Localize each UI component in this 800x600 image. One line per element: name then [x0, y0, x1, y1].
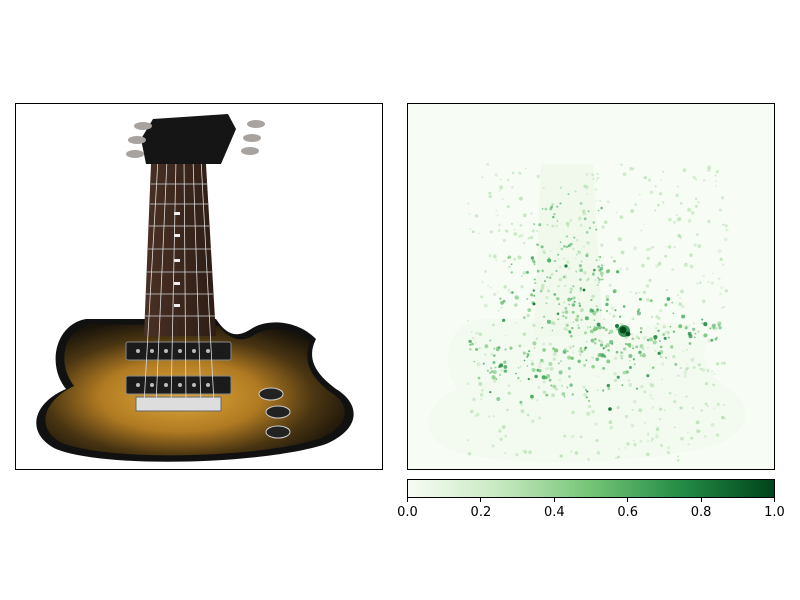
guitar-neck: [144, 164, 216, 336]
saliency-heatmap: [408, 104, 774, 469]
colorbar-tick: [407, 498, 408, 502]
colorbar-tick-label: 0.6: [617, 505, 639, 520]
colorbar-tick: [480, 498, 482, 502]
tone-knob: [265, 405, 291, 419]
colorbar-tick: [553, 498, 555, 502]
selector-knob: [265, 425, 291, 439]
colorbar-tick-label: 0.8: [690, 505, 712, 520]
saliency-map-panel: [407, 103, 775, 470]
colorbar-tick-label: 0.2: [470, 505, 492, 520]
volume-knob: [258, 387, 284, 401]
input-image-panel: [15, 103, 383, 470]
colorbar-tick: [700, 498, 702, 502]
colorbar-tick-label: 0.4: [543, 505, 565, 520]
colorbar: [407, 479, 775, 498]
colorbar-tick: [774, 498, 775, 502]
electric-guitar-image: [36, 114, 354, 462]
bridge: [135, 396, 222, 412]
colorbar-tick: [627, 498, 629, 502]
guitar-headstock: [141, 114, 236, 164]
colorbar-tick-label: 1.0: [764, 505, 785, 520]
colorbar-tick-label: 0.0: [397, 505, 418, 520]
